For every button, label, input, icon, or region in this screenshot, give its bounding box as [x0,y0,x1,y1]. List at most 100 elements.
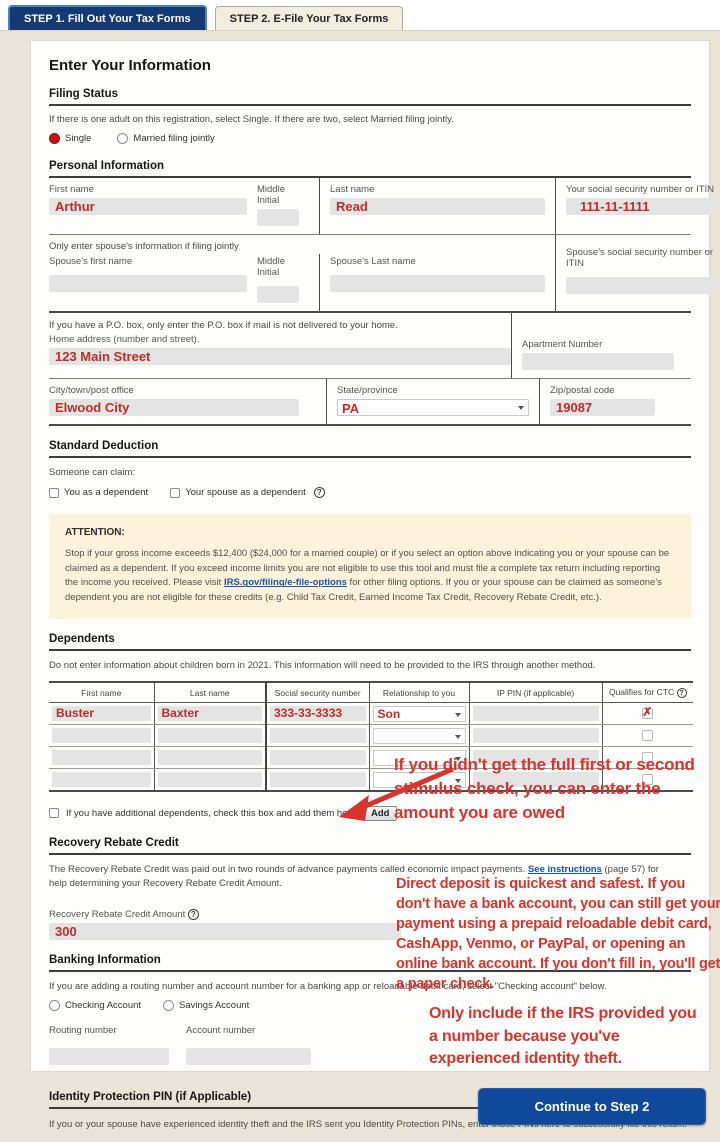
dep-ctc-checkbox[interactable]: ✗ [642,705,654,720]
radio-single[interactable]: Single [49,133,91,144]
rrc-help-icon[interactable]: ? [187,909,199,921]
spouse-first-input[interactable] [49,275,247,292]
radio-married-label: Married filing jointly [133,133,215,144]
dep-ctc-checkbox[interactable] [642,752,654,764]
city-label: City/town/post office [49,385,134,396]
dep-ctc-checkbox[interactable] [642,774,654,786]
spouse-middle-input[interactable] [257,286,299,303]
step-tab-bar: STEP 1. Fill Out Your Tax Forms STEP 2. … [0,0,720,31]
dep-relationship-select[interactable] [372,749,466,766]
last-name-input[interactable]: Read [330,198,545,215]
chevron-down-icon [518,406,524,410]
radio-married[interactable]: Married filing jointly [117,133,215,144]
dep-relationship-select[interactable]: Son [372,705,466,722]
checkbox-spouse-dependent[interactable]: Your spouse as a dependent [170,487,306,498]
dep-ip-pin-input[interactable] [472,750,599,766]
spouse-ssn-label: Spouse's social security number or ITIN [566,247,714,269]
account-input[interactable] [186,1048,311,1066]
last-name-label: Last name [330,184,375,195]
personal-info-header: Personal Information [49,160,691,178]
middle-initial-label: Middle Initial [257,184,285,206]
dep-relationship-select[interactable] [372,727,466,744]
add-dependent-button[interactable]: Add [362,805,398,821]
tab-step1[interactable]: STEP 1. Fill Out Your Tax Forms [8,5,207,30]
ssn-input[interactable]: 111-11-1111 [566,198,718,215]
help-icon[interactable]: ? [313,487,325,498]
ssn-label: Your social security number or ITIN [566,184,715,195]
dep-last-name-input[interactable]: Baxter [157,706,262,722]
chevron-down-icon [454,756,461,761]
spouse-last-input[interactable] [330,275,545,292]
dep-first-name-input[interactable] [52,772,151,788]
attention-box: ATTENTION: Stop if your gross income exc… [49,514,691,619]
filing-status-description: If there is one adult on this registrati… [49,114,454,125]
dep-ip-pin-input[interactable] [472,728,599,744]
dep-ip-pin-input[interactable] [472,706,599,722]
rrc-annotation: If you didn't get the full first or seco… [394,755,695,823]
personal-info-grid: First name Arthur Middle Initial Last na… [49,178,718,426]
form-panel: Enter Your Information Filing Status If … [30,40,720,1130]
banking-annotation: Direct deposit is quickest and safest. I… [396,876,720,992]
radio-single-label: Single [65,133,92,144]
rrc-header: Recovery Rebate Credit [49,837,691,855]
dep-first-name-input[interactable] [52,728,151,744]
dep-ssn-input[interactable] [270,750,366,766]
ippin-description: If you or your spouse have experienced i… [49,1119,687,1131]
rrc-amount-group: Recovery Rebate Credit Amount ? 300 [49,909,691,941]
radio-single-icon[interactable] [49,133,60,144]
radio-savings-label: Savings Account [179,1000,250,1012]
claim-label: Someone can claim: [49,467,136,478]
city-input[interactable]: Elwood City [49,399,299,416]
first-name-input[interactable]: Arthur [49,198,247,215]
dep-first-name-input[interactable]: Buster [52,706,151,722]
po-box-note: If you have a P.O. box, only enter the P… [49,320,398,331]
checkbox-you-dependent[interactable]: You as a dependent [49,487,148,498]
dependent-row [49,724,693,748]
banking-description: If you are adding a routing number and a… [49,981,607,993]
continue-to-step2-button[interactable]: Continue to Step 2 [478,1088,706,1125]
state-select[interactable]: PA [337,399,529,416]
apartment-input[interactable] [522,353,674,370]
rrc-amount-input[interactable]: 300 [49,923,401,941]
dep-ip-pin-input[interactable] [472,772,599,788]
dep-ssn-input[interactable]: 333-33-3333 [270,706,366,722]
dependents-header: Dependents [49,633,691,651]
dep-last-name-input[interactable] [157,772,262,788]
radio-married-icon[interactable] [117,133,129,144]
radio-savings[interactable]: Savings Account [163,1000,250,1012]
radio-savings-icon[interactable] [163,1000,175,1012]
spouse-note: Only enter spouse's information if filin… [49,241,239,252]
see-instructions-link[interactable]: See instructions [527,863,602,875]
spouse-middle-label: Middle Initial [257,256,285,278]
dep-ctc-checkbox[interactable] [642,730,654,742]
dep-last-name-input[interactable] [157,728,262,744]
rrc-description: The Recovery Rebate Credit was paid out … [49,863,669,892]
home-address-label: Home address (number and street). [49,334,200,345]
ippin-header: Identity Protection PIN (if Applicable) [49,1091,691,1110]
col-first-name: First name [49,681,154,704]
ctc-help-icon[interactable]: ? [676,688,687,699]
dep-ssn-input[interactable] [270,772,366,788]
zip-input[interactable]: 19087 [550,399,655,416]
dep-ssn-input[interactable] [270,728,366,744]
middle-initial-input[interactable] [257,209,299,226]
dep-first-name-input[interactable] [52,750,151,766]
checkbox-you-dependent-icon[interactable] [49,487,59,498]
banking-header: Banking Information [49,954,691,973]
dep-last-name-input[interactable] [157,750,262,766]
first-name-label: First name [49,184,94,195]
dependents-table: First name Last name Social security num… [49,680,693,792]
attention-text-before: Stop if your gross income exceeds $12,40… [65,548,670,589]
dependent-row [49,768,693,791]
spouse-ssn-input[interactable] [566,277,718,294]
additional-dependents-checkbox[interactable] [49,808,59,819]
routing-input[interactable] [49,1048,169,1066]
radio-checking[interactable]: Checking Account [49,1000,141,1012]
checkbox-spouse-dependent-icon[interactable] [170,487,181,498]
radio-checking-icon[interactable] [49,1000,60,1012]
col-relationship: Relationship to you [368,681,469,704]
home-address-input[interactable]: 123 Main Street [49,348,511,365]
tab-step2[interactable]: STEP 2. E-File Your Tax Forms [214,6,404,30]
efile-options-link[interactable]: IRS.gov/filing/e-file-options [223,577,347,589]
apartment-label: Apartment Number [522,339,603,350]
